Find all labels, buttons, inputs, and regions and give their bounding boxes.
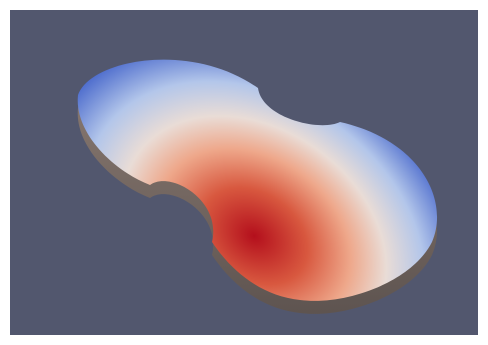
render-view — [0, 0, 488, 345]
page — [0, 0, 488, 345]
